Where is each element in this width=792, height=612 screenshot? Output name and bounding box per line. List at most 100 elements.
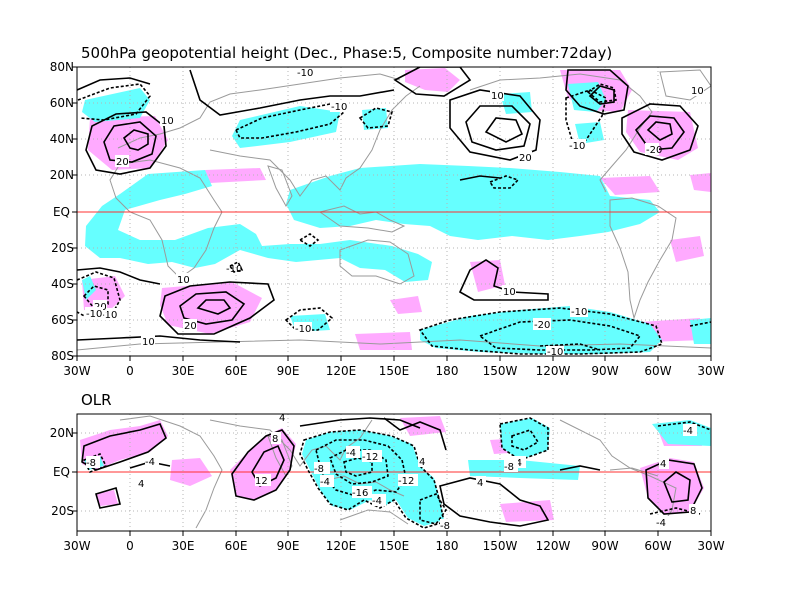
contour-negative [488,175,520,189]
olr-title: OLR [81,391,112,409]
coastline-australia [339,239,415,285]
coastline [609,467,659,477]
olr-tick-marks [72,432,712,536]
contour-positive [565,69,629,115]
contour-label: -10 [86,309,102,320]
contour-positive [559,465,601,471]
contour-label: 10 [491,91,504,102]
z500-neg-area [82,88,150,122]
contour-label: 8 [272,434,278,445]
contour-positive [189,69,395,116]
z500-title: 500hPa geopotential height (Dec., Phase:… [81,44,612,62]
contour-label: -16 [352,488,368,499]
coastline-south-america [609,197,677,320]
contour-label: -10 [569,141,585,152]
contour-negative [343,457,373,477]
contour-positive [645,459,703,515]
contour-label: 10 [161,116,174,127]
contour-label: -10 [571,307,587,318]
olr-pos-area [230,428,296,500]
contour-label: -12 [398,476,414,487]
contour-label: -4 [346,448,356,459]
coastline-europe [117,73,401,149]
contour-negative [228,260,244,273]
z500-plot-area: -10 10 20 -10 10 20 -10 -20 10 -10 20 -1… [77,67,711,358]
olr-y-tick-labels: 20N EQ 20S [50,426,74,518]
contour-label: -4 [656,518,666,529]
contour-label: 20 [519,153,532,164]
contour-positive [588,85,615,105]
contour-positive [299,417,421,429]
contour-label: -10 [295,324,311,335]
olr-negative-contours [82,417,711,529]
y-tick-label: 40S [51,277,74,291]
contour-label: -4 [683,426,693,437]
y-tick-label: 20S [51,241,74,255]
contour-positive [459,175,501,181]
y-tick-label: 80N [50,60,74,74]
y-tick-label: 20N [50,168,74,182]
x-tick-label: 30W [63,539,90,553]
z500-neg-area [500,92,532,114]
contour-positive [663,471,691,503]
contour-label: 10 [503,287,516,298]
contour-negative [649,507,701,515]
x-tick-label: 150E [379,539,410,553]
y-tick-label: 40N [50,132,74,146]
x-tick-label: 150W [483,364,518,378]
x-tick-label: 90E [277,364,300,378]
contour-positive [95,486,121,509]
z500-pos-area [670,236,704,262]
contour-negative [419,493,447,525]
x-tick-label: 120E [326,539,357,553]
contour-label: -4 [372,496,382,507]
contour-positive [484,117,524,143]
y-tick-label: EQ [53,205,70,219]
contour-negative [511,429,540,451]
contour-positive [646,121,673,141]
z500-pos-area [355,332,412,350]
z500-pos-area [160,282,262,334]
olr-pos-area [400,416,446,436]
x-tick-label: 120E [326,364,357,378]
contour-label: -8 [440,521,450,532]
x-tick-label: 30W [63,364,90,378]
contour-positive [122,129,149,151]
contour-label: -4 [320,477,330,488]
contour-positive [77,267,161,285]
x-tick-label: 120W [536,364,571,378]
contour-positive [85,111,167,175]
contour-negative [418,307,664,355]
contour-negative [284,307,334,331]
y-tick-label: 60N [50,96,74,110]
z500-neg-area [575,122,604,144]
z500-neg-area [362,108,388,130]
contour-label: 10 [691,86,704,97]
contour-negative [565,89,607,141]
x-tick-label: 30E [172,364,195,378]
z500-pos-area [600,176,660,195]
x-tick-label: 180 [436,539,459,553]
z500-pos-area [690,173,711,192]
contour-positive [103,121,157,163]
olr-neg-area [302,430,444,526]
contour-negative [499,417,549,461]
y-tick-label: 20N [50,426,74,440]
contour-negative [77,271,121,319]
x-tick-label: 0 [126,364,134,378]
z500-x-tick-labels: 30W 0 30E 60E 90E 120E 150E 180 150W 120… [63,364,724,378]
contour-label: -10 [331,102,347,113]
olr-neg-area [468,460,580,480]
contour-negative [298,233,320,247]
olr-pos-area [96,490,118,506]
contour-label: -20 [534,320,550,331]
y-tick-label: EQ [53,465,70,479]
contour-label: -10 [547,347,563,358]
x-tick-label: 30W [697,539,724,553]
contour-negative [657,421,711,431]
coastline-maritime [318,205,406,233]
z500-pos-area [470,260,505,292]
olr-neg-area [500,418,550,460]
coastline-north-america [469,73,653,193]
x-tick-label: 30W [697,364,724,378]
